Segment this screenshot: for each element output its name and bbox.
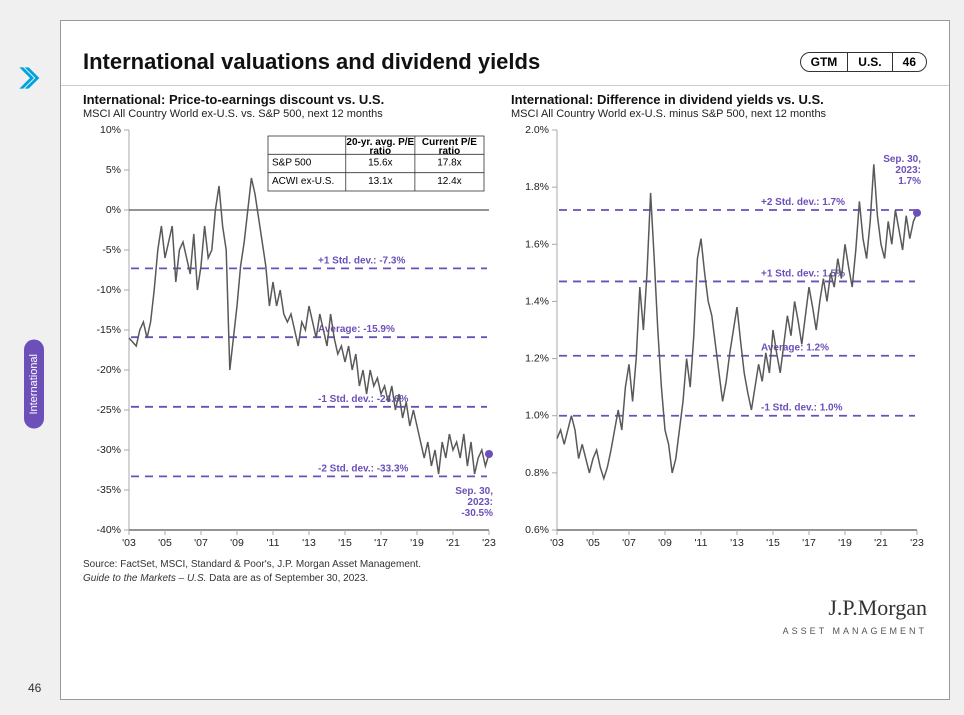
gtm-pill: GTM U.S. 46 bbox=[800, 52, 927, 72]
svg-text:-35%: -35% bbox=[96, 484, 121, 496]
svg-text:17.8x: 17.8x bbox=[437, 158, 461, 169]
source-note-italic: Guide to the Markets – U.S. bbox=[83, 573, 206, 584]
svg-text:12.4x: 12.4x bbox=[437, 176, 461, 187]
svg-text:-30%: -30% bbox=[96, 444, 121, 456]
svg-text:0.6%: 0.6% bbox=[525, 524, 549, 536]
svg-text:'17: '17 bbox=[802, 537, 816, 549]
svg-text:-2 Std. dev.: -33.3%: -2 Std. dev.: -33.3% bbox=[318, 463, 409, 474]
chevron-right-icon bbox=[14, 62, 46, 94]
svg-text:1.7%: 1.7% bbox=[898, 176, 921, 187]
svg-text:'19: '19 bbox=[410, 537, 424, 549]
page-number: 46 bbox=[28, 681, 41, 695]
pill-us: U.S. bbox=[848, 53, 892, 71]
header: International valuations and dividend yi… bbox=[61, 21, 949, 86]
svg-text:'23: '23 bbox=[910, 537, 924, 549]
svg-text:-5%: -5% bbox=[102, 244, 121, 256]
svg-text:2023:: 2023: bbox=[895, 165, 921, 176]
jpmorgan-logo-text: J.P.Morgan bbox=[83, 593, 927, 623]
pill-page: 46 bbox=[893, 53, 926, 71]
svg-text:-30.5%: -30.5% bbox=[461, 508, 493, 519]
svg-text:ratio: ratio bbox=[369, 146, 391, 157]
svg-text:'05: '05 bbox=[586, 537, 600, 549]
svg-text:'03: '03 bbox=[550, 537, 564, 549]
svg-text:'15: '15 bbox=[766, 537, 780, 549]
source-note-rest: Data are as of September 30, 2023. bbox=[206, 573, 368, 584]
svg-text:-15%: -15% bbox=[96, 324, 121, 336]
svg-text:'23: '23 bbox=[482, 537, 496, 549]
svg-text:'21: '21 bbox=[446, 537, 460, 549]
svg-text:'21: '21 bbox=[874, 537, 888, 549]
svg-text:ratio: ratio bbox=[439, 146, 461, 157]
svg-text:-1 Std. dev.: 1.0%: -1 Std. dev.: 1.0% bbox=[761, 403, 843, 414]
charts-row: International: Price-to-earnings discoun… bbox=[61, 92, 949, 552]
svg-text:+1 Std. dev.: -7.3%: +1 Std. dev.: -7.3% bbox=[318, 255, 405, 266]
chart-svg-left: -40% -35% -30% -25% -20% -15% -10% -5% 0% 5% 10% '0… bbox=[83, 122, 503, 552]
svg-text:-10%: -10% bbox=[96, 284, 121, 296]
section-tab: International bbox=[24, 340, 44, 429]
svg-text:'09: '09 bbox=[658, 537, 672, 549]
source-note: Guide to the Markets – U.S. Data are as … bbox=[83, 572, 927, 586]
svg-text:1.2%: 1.2% bbox=[525, 353, 549, 365]
svg-text:'05: '05 bbox=[158, 537, 172, 549]
chart-title-right: International: Difference in dividend yi… bbox=[511, 92, 931, 107]
svg-text:'11: '11 bbox=[695, 537, 708, 549]
svg-text:'13: '13 bbox=[730, 537, 744, 549]
slide-page: International valuations and dividend yi… bbox=[60, 20, 950, 700]
svg-text:'15: '15 bbox=[338, 537, 352, 549]
svg-text:'03: '03 bbox=[122, 537, 136, 549]
svg-text:13.1x: 13.1x bbox=[368, 176, 392, 187]
svg-text:1.0%: 1.0% bbox=[525, 410, 549, 422]
page-title: International valuations and dividend yi… bbox=[83, 49, 540, 75]
chart-div-yield-diff: International: Difference in dividend yi… bbox=[511, 92, 931, 552]
svg-text:Sep. 30,: Sep. 30, bbox=[455, 486, 493, 497]
footer: Source: FactSet, MSCI, Standard & Poor's… bbox=[61, 552, 949, 637]
svg-text:-40%: -40% bbox=[96, 524, 121, 536]
svg-text:'07: '07 bbox=[622, 537, 636, 549]
svg-text:-25%: -25% bbox=[96, 404, 121, 416]
svg-text:5%: 5% bbox=[106, 164, 121, 176]
svg-text:+2 Std. dev.: 1.7%: +2 Std. dev.: 1.7% bbox=[761, 197, 845, 208]
svg-text:0.8%: 0.8% bbox=[525, 467, 549, 479]
svg-text:S&P 500: S&P 500 bbox=[272, 158, 312, 169]
svg-text:2.0%: 2.0% bbox=[525, 124, 549, 136]
svg-text:1.6%: 1.6% bbox=[525, 238, 549, 250]
chart-svg-right: 0.6% 0.8% 1.0% 1.2% 1.4% 1.6% 1.8% 2.0% '03 '05 '0… bbox=[511, 122, 931, 552]
svg-text:'07: '07 bbox=[194, 537, 208, 549]
svg-text:10%: 10% bbox=[100, 124, 121, 136]
svg-text:'19: '19 bbox=[838, 537, 852, 549]
svg-text:'11: '11 bbox=[267, 537, 280, 549]
svg-text:'17: '17 bbox=[374, 537, 388, 549]
svg-text:15.6x: 15.6x bbox=[368, 158, 392, 169]
svg-text:1.8%: 1.8% bbox=[525, 181, 549, 193]
svg-text:ACWI ex-U.S.: ACWI ex-U.S. bbox=[272, 176, 334, 187]
svg-text:1.4%: 1.4% bbox=[525, 295, 549, 307]
svg-text:2023:: 2023: bbox=[467, 497, 493, 508]
chart-subtitle-left: MSCI All Country World ex-U.S. vs. S&P 5… bbox=[83, 108, 503, 120]
svg-text:Sep. 30,: Sep. 30, bbox=[883, 154, 921, 165]
brand-block: J.P.Morgan ASSET MANAGEMENT bbox=[83, 593, 927, 637]
jpmorgan-subtext: ASSET MANAGEMENT bbox=[83, 625, 927, 637]
source-text: Source: FactSet, MSCI, Standard & Poor's… bbox=[83, 558, 927, 572]
chart-pe-discount: International: Price-to-earnings discoun… bbox=[83, 92, 503, 552]
svg-text:'13: '13 bbox=[302, 537, 316, 549]
chart-subtitle-right: MSCI All Country World ex-U.S. minus S&P… bbox=[511, 108, 931, 120]
svg-text:-20%: -20% bbox=[96, 364, 121, 376]
chart-title-left: International: Price-to-earnings discoun… bbox=[83, 92, 503, 107]
svg-text:'09: '09 bbox=[230, 537, 244, 549]
svg-text:0%: 0% bbox=[106, 204, 121, 216]
pill-gtm: GTM bbox=[801, 53, 849, 71]
